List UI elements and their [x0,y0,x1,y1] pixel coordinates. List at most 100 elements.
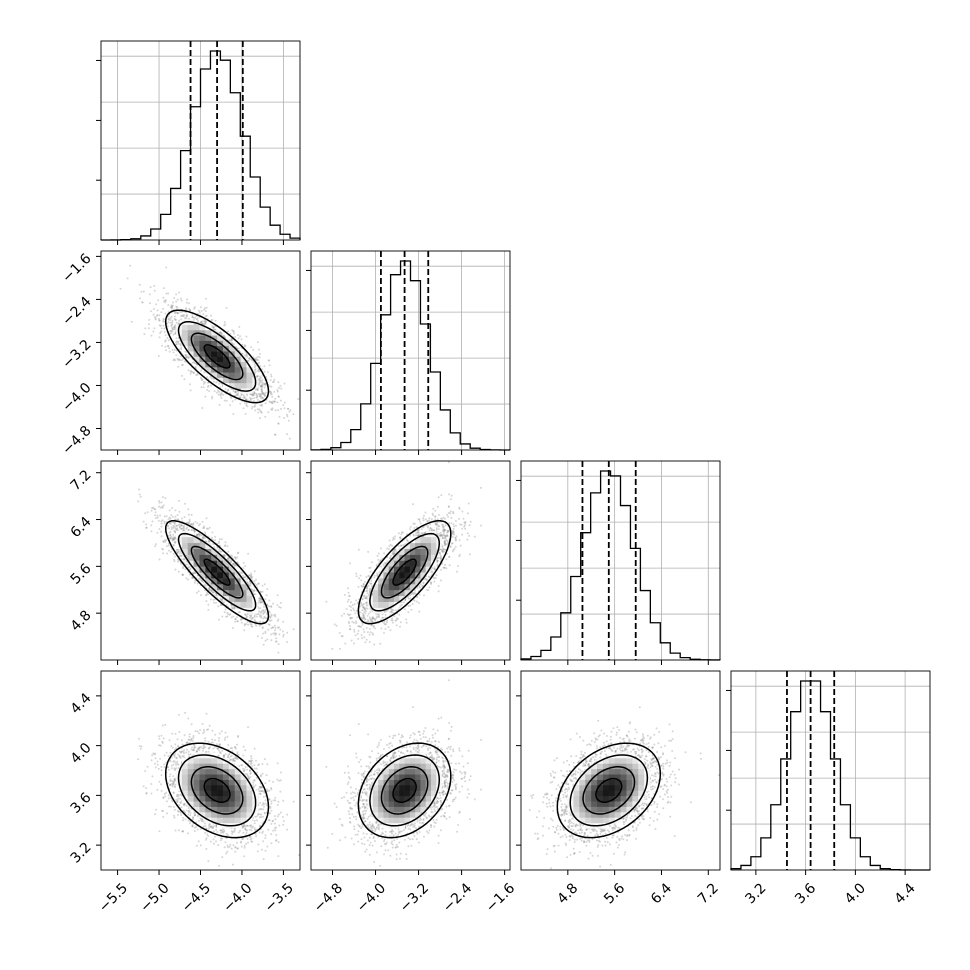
density-cell [234,382,241,389]
density-cell [602,817,610,824]
density-cell [579,779,586,786]
density-cell [222,356,230,363]
density-cell [217,784,224,791]
density-cell [388,784,395,791]
density-cell [425,779,432,786]
density-cell [626,795,633,802]
density-cell [205,812,212,818]
density-cell [394,589,400,597]
density-cell [591,817,598,824]
density-cell [614,806,621,813]
density-cell [591,795,598,802]
density-cell [193,554,200,561]
density-cell [193,757,200,764]
density-cell [222,779,230,786]
density-cell [187,774,194,780]
density-cell [222,361,230,368]
density-cell [608,801,615,807]
density-cell [228,763,236,770]
density-cell [585,784,592,791]
density-cell [199,361,206,368]
density-cell [415,812,421,818]
density-cell [431,779,437,786]
density-cell [404,763,411,770]
density-cell [217,822,224,829]
density-cell [425,763,432,770]
density-cell [431,768,437,775]
density-cell [240,801,247,807]
density-cell [567,790,574,797]
hist-step-3 [730,680,931,871]
density-cell [394,784,400,791]
density-cell [608,806,615,813]
density-cell [399,795,405,802]
density-cell [217,763,224,770]
panel-frame-3-2 [520,670,721,871]
density-cell [246,812,253,818]
density-cell [205,560,212,567]
density-cell [217,335,224,341]
density-cell [620,806,627,813]
panel-2-0 [96,460,301,665]
density-cell [228,589,236,597]
density-cell [608,784,615,791]
density-cell [187,351,194,357]
density-cell [199,351,206,357]
density-cell [372,589,379,597]
density-cell [383,812,390,818]
density-cell [602,763,610,770]
contour-3-0-0 [203,777,231,803]
density-cell [217,757,224,764]
density-cell [378,817,384,824]
density-cell [399,774,405,780]
density-cell [234,601,241,608]
density-cell [591,812,598,818]
density-cell [234,774,241,780]
density-cell [246,801,253,807]
density-cell [217,566,224,573]
density-cell [394,812,400,818]
density-cell [399,779,405,786]
density-cell [409,548,416,555]
density-cell [228,779,236,786]
density-cell [409,757,416,764]
density-cell [217,795,224,802]
xtick-label-3-0: 3.2 [742,880,769,907]
density-cell [388,779,395,786]
density-cell [222,583,230,591]
density-cell [378,583,384,591]
density-cell [394,554,400,561]
density-cell [388,812,395,818]
density-cell [585,768,592,775]
density-cell [234,366,241,373]
density-cell [372,812,379,818]
density-cell [211,566,218,573]
density-cell [199,572,206,579]
hist-panel-2 [516,460,721,665]
density-cell [415,784,421,791]
ytick-label-1-3: −2.4 [59,294,94,329]
density-cell [217,560,224,567]
density-cell [240,372,247,378]
contour-3-2-2 [569,754,649,827]
density-cell [632,779,639,786]
density-cell [205,366,212,373]
density-cell [638,784,645,791]
density-cell [404,790,411,797]
density-cell [632,757,639,764]
density-cell [404,572,411,579]
density-cell [394,763,400,770]
density-cell [388,768,395,775]
density-cell [399,572,405,579]
density-cell [388,572,395,579]
xtick-label-2-0: 4.8 [554,880,581,907]
density-cell [205,779,212,786]
density-cell [205,801,212,807]
density-cell [597,795,604,802]
density-cell [217,589,224,597]
density-cell [420,566,427,573]
density-cell [388,595,395,602]
density-cell [632,763,639,770]
density-cell [425,801,432,807]
density-cell [193,548,200,555]
